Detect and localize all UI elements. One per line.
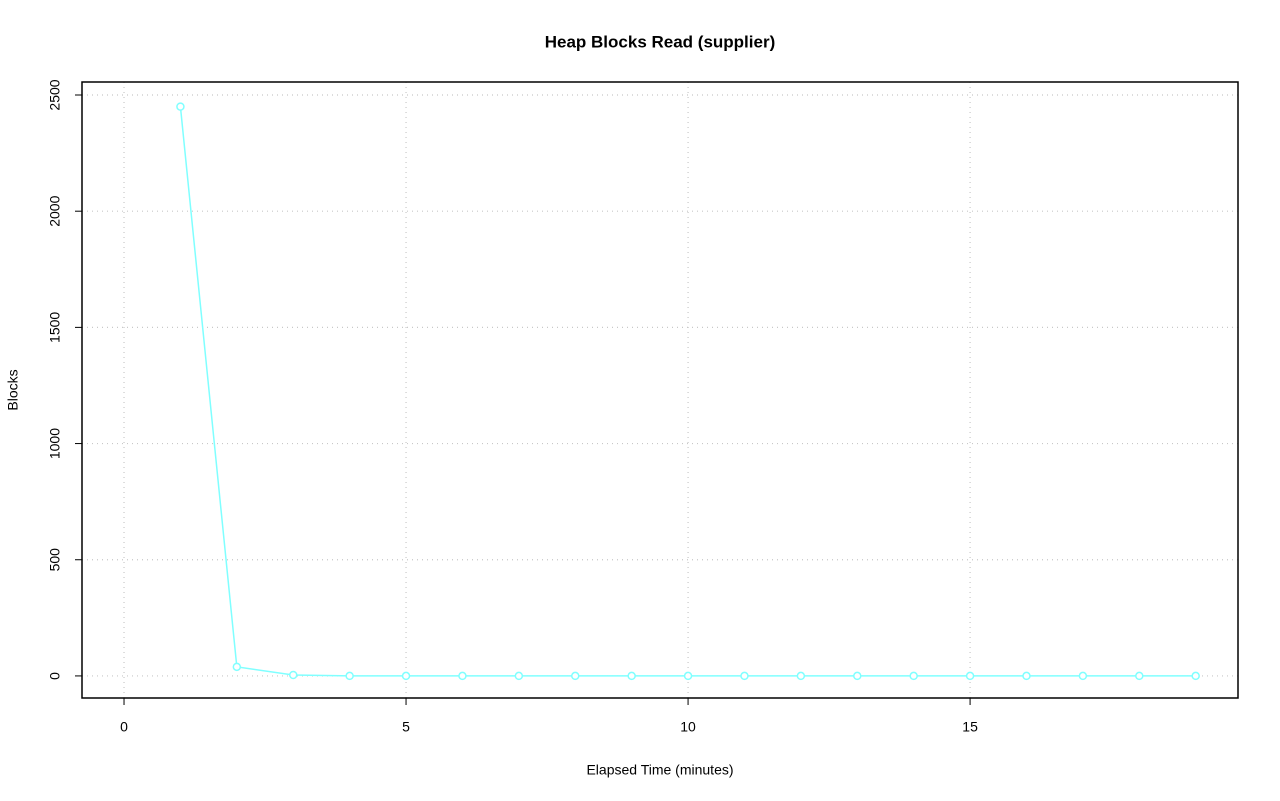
y-tick-label: 2000 [47,195,63,226]
y-tick-label: 1000 [47,428,63,459]
data-point [176,102,185,111]
data-point [683,671,693,681]
y-tick-label: 0 [47,672,63,680]
x-tick-label: 5 [402,719,410,735]
data-point [1135,671,1144,681]
x-tick-label: 10 [680,719,696,735]
data-point [796,671,806,681]
x-tick-label: 15 [962,719,978,735]
data-point [627,671,636,681]
data-point [740,671,749,681]
data-point [401,671,411,681]
data-point [853,671,862,681]
data-point [288,670,298,680]
data-point [571,671,580,681]
data-point [1191,671,1200,681]
data-point [458,671,467,681]
y-axis-title: Blocks [5,369,21,410]
y-tick-label: 2500 [47,79,63,110]
data-point [514,671,524,681]
data-point [232,662,242,672]
data-point [965,671,975,681]
x-tick-label: 0 [120,719,128,735]
data-point [1022,671,1031,681]
x-axis-title: Elapsed Time (minutes) [586,762,733,778]
y-tick-label: 1500 [47,312,63,343]
plot-frame [81,81,1239,699]
data-point [345,671,354,681]
y-tick-label: 500 [47,548,63,572]
data-point [1078,671,1088,681]
data-point [909,671,918,681]
chart-title: Heap Blocks Read (supplier) [545,32,776,51]
